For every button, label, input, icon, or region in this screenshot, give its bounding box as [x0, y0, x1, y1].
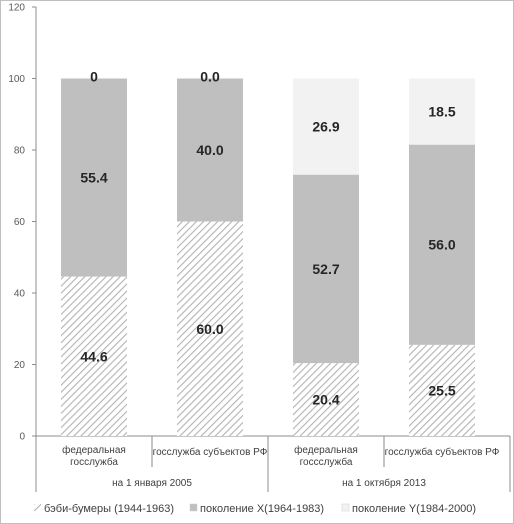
- y-tick-label: 40: [14, 289, 26, 300]
- legend-swatch: [341, 503, 350, 512]
- data-label: 18.5: [428, 104, 455, 120]
- bar-segment: [409, 144, 475, 345]
- legend-swatch: [189, 503, 198, 512]
- data-label: 25.5: [428, 382, 455, 398]
- legend-label: поколение X(1964-1983): [200, 503, 324, 515]
- group-label: на 1 октября 2013: [342, 477, 426, 489]
- y-tick-label: 80: [14, 146, 26, 157]
- y-tick-label: 20: [14, 360, 26, 371]
- data-label: 40.0: [196, 142, 223, 158]
- data-label: 60.0: [196, 321, 223, 337]
- bar-segment: [293, 78, 359, 175]
- bar-segment: [61, 276, 127, 436]
- bar-segment: [409, 78, 475, 145]
- y-tick-label: 120: [8, 3, 25, 14]
- data-label: 20.4: [312, 392, 339, 408]
- data-label: 0.0: [200, 69, 220, 85]
- data-label: 55.4: [80, 170, 107, 186]
- legend-label: бэби-бумеры (1944-1963): [44, 503, 174, 515]
- data-label: 44.6: [80, 348, 107, 364]
- group-label: на 1 января 2005: [112, 478, 192, 489]
- data-label: 26.9: [312, 119, 339, 135]
- y-tick-label: 100: [8, 74, 25, 85]
- category-label: федеральная госслужба: [62, 444, 126, 468]
- category-label: госслужба субъектов РФ: [153, 446, 268, 458]
- category-label: госслужба субъектов РФ: [385, 446, 500, 458]
- bar-segment: [177, 221, 243, 436]
- category-label: федеральная госсслужба: [294, 444, 358, 468]
- data-label: 56.0: [428, 237, 455, 253]
- data-label: 0: [90, 69, 98, 85]
- legend-swatch: [34, 504, 41, 511]
- bar-segment: [177, 78, 243, 222]
- data-label: 52.7: [312, 261, 339, 277]
- legend-label: поколение Y(1984-2000): [352, 503, 476, 515]
- bar-segment: [409, 344, 475, 436]
- y-tick-label: 60: [14, 217, 26, 228]
- bar-segment: [293, 363, 359, 436]
- y-tick-label: 0: [19, 432, 25, 443]
- bar-segment: [293, 174, 359, 364]
- bar-segment: [61, 78, 127, 277]
